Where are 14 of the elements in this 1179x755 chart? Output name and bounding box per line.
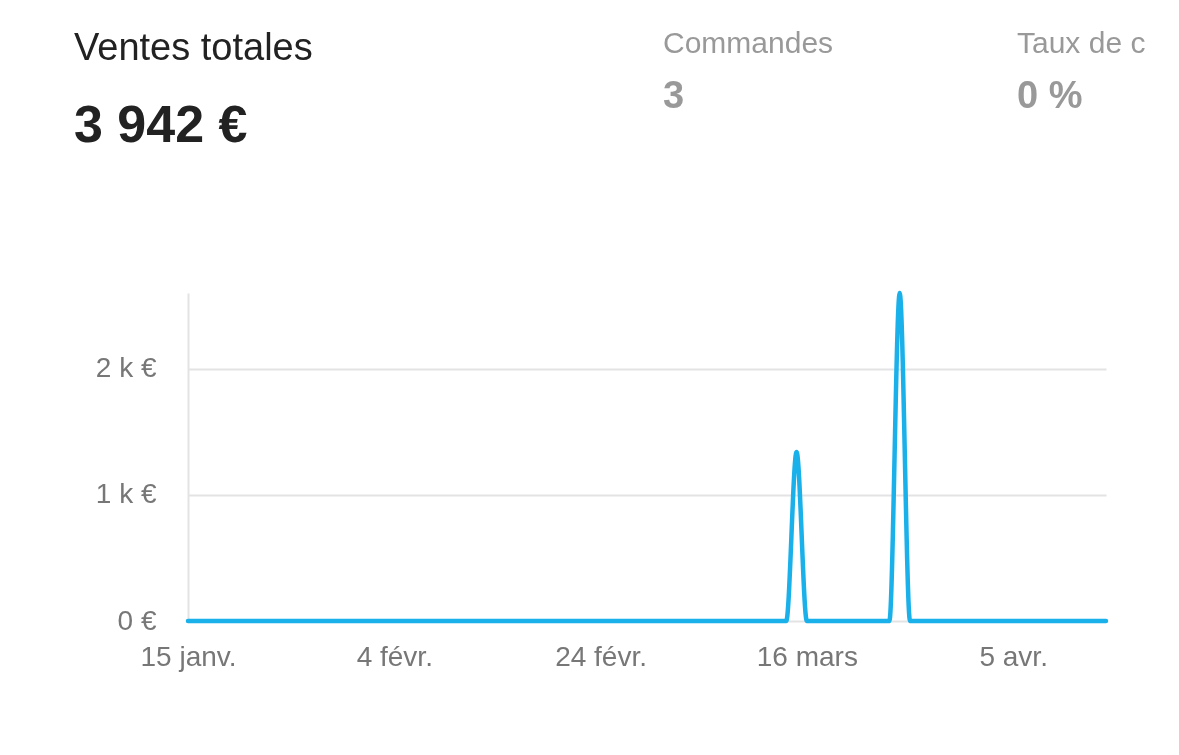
y-tick-label: 1 k € — [95, 478, 157, 510]
text: Commandes — [663, 26, 834, 60]
chart-subtitle: 3 942 € — [74, 94, 248, 154]
text: 0 % — [1017, 74, 1083, 117]
x-tick-label: 15 janv. — [140, 640, 237, 672]
text: Taux de c — [1017, 26, 1146, 60]
x-tick-label: 5 avr. — [979, 640, 1048, 672]
chart-title: Ventes totales — [74, 26, 313, 69]
y-tick-label: 0 € — [117, 604, 157, 636]
x-tick-label: 4 févr. — [356, 640, 433, 672]
y-tick-label: 2 k € — [95, 352, 157, 384]
x-tick-label: 16 mars — [756, 640, 858, 672]
x-tick-label: 24 févr. — [555, 640, 648, 672]
text: 3 — [663, 74, 685, 117]
